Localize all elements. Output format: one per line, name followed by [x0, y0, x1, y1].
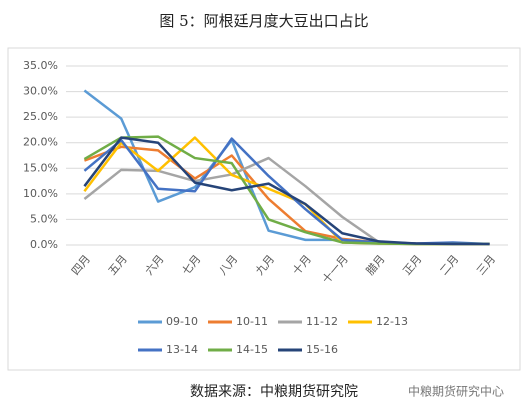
x-tick-label: 四月: [69, 253, 93, 278]
y-tick-label: 20.0%: [23, 136, 58, 149]
legend-label: 13-14: [166, 343, 198, 356]
x-tick-label: 七月: [179, 253, 203, 278]
legend-label: 09-10: [166, 315, 198, 328]
y-tick-label: 25.0%: [23, 110, 58, 123]
legend-label: 14-15: [236, 343, 268, 356]
y-tick-label: 30.0%: [23, 85, 58, 98]
watermark: 中粮期货研究中心: [408, 384, 504, 399]
series-line: [83, 89, 490, 246]
series-line: [83, 136, 490, 246]
y-tick-label: 35.0%: [23, 59, 58, 72]
series-line: [83, 137, 490, 246]
legend-label: 12-13: [376, 315, 408, 328]
x-tick-label: 正月: [400, 253, 424, 278]
legend-label: 15-16: [306, 343, 338, 356]
x-tick-label: 九月: [253, 253, 277, 278]
legend-label: 11-12: [306, 315, 338, 328]
series-line: [83, 135, 490, 246]
x-tick-label: 腊月: [364, 253, 388, 278]
y-tick-label: 0.0%: [30, 238, 58, 251]
x-tick-label: 八月: [216, 253, 240, 278]
x-tick-label: 二月: [437, 253, 461, 278]
x-tick-label: 三月: [474, 253, 498, 278]
x-tick-label: 十一月: [319, 252, 351, 286]
x-tick-label: 五月: [106, 253, 130, 278]
y-tick-label: 5.0%: [30, 212, 58, 225]
chart-title: 图 5：阿根廷月度大豆出口占比: [159, 12, 368, 30]
x-tick-label: 十月: [289, 252, 314, 278]
legend-label: 10-11: [236, 315, 268, 328]
y-tick-label: 15.0%: [23, 161, 58, 174]
x-tick-label: 六月: [143, 253, 167, 278]
y-tick-label: 10.0%: [23, 187, 58, 200]
series-line: [83, 136, 490, 246]
chart-border: [7, 47, 521, 371]
source: 数据来源：中粮期货研究院: [190, 383, 358, 400]
